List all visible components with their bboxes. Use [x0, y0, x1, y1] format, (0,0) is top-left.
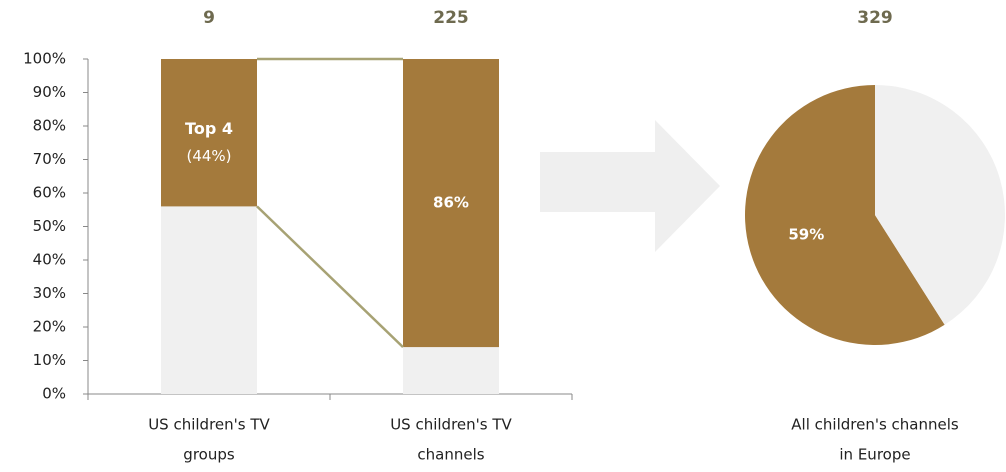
value-label: 86% [433, 194, 469, 212]
y-tick-label: 70% [33, 150, 66, 168]
y-tick-label: 50% [33, 217, 66, 235]
y-tick-label: 30% [33, 284, 66, 302]
bar-segment [161, 206, 257, 394]
arrow [540, 120, 720, 252]
pie-label: All children's channels [791, 416, 959, 434]
pie-label: in Europe [839, 446, 910, 464]
y-tick-label: 0% [42, 385, 66, 403]
y-tick-label: 10% [33, 351, 66, 369]
total-label: 9 [203, 8, 215, 28]
y-tick-label: 80% [33, 117, 66, 135]
y-tick-label: 100% [23, 50, 66, 68]
total-label: 225 [433, 8, 469, 28]
y-tick-label: 90% [33, 83, 66, 101]
bar-segment [161, 59, 257, 207]
x-tick-label: groups [183, 446, 235, 464]
annotation: Top 4 [185, 119, 233, 138]
x-tick-label: US children's TV [390, 416, 512, 434]
value-label: 59% [788, 225, 824, 243]
x-tick-label: US children's TV [148, 416, 270, 434]
y-tick-label: 40% [33, 251, 66, 269]
bar-segment [403, 59, 499, 348]
y-tick-label: 20% [33, 318, 66, 336]
x-tick-label: channels [417, 446, 484, 464]
bar-segment [403, 347, 499, 394]
total-label: 329 [857, 8, 893, 28]
pie-slice [744, 85, 945, 345]
connector [256, 205, 404, 349]
y-tick-label: 60% [33, 184, 66, 202]
value-label: (44%) [186, 147, 231, 165]
pie-slice [875, 85, 1006, 325]
